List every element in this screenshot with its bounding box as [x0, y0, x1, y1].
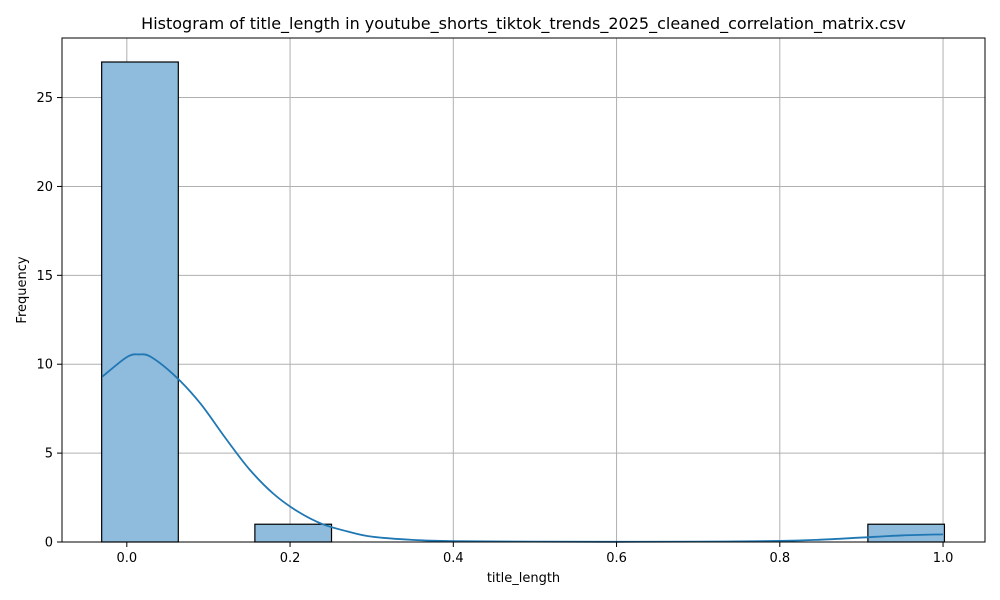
chart-title: Histogram of title_length in youtube_sho…	[141, 14, 906, 34]
histogram-bar	[254, 523, 333, 543]
x-tick-label: 0.8	[769, 551, 790, 566]
y-axis-label: Frequency	[15, 256, 30, 323]
y-tick-label: 20	[36, 180, 53, 195]
histogram-bar	[101, 61, 179, 543]
y-tick-label: 0	[45, 536, 53, 551]
x-tick-label: 0.4	[443, 551, 464, 566]
x-tick-label: 0.0	[116, 551, 137, 566]
y-axis-ticks: 0 5 10 15 20 25	[36, 91, 62, 551]
kde-layer	[101, 353, 944, 543]
x-axis-label: title_length	[487, 571, 560, 586]
bar-layer	[101, 61, 946, 543]
histogram-bar	[867, 523, 946, 543]
y-tick-label: 15	[36, 269, 53, 284]
plot-frame	[61, 37, 986, 543]
x-axis-ticks: 0.0 0.2 0.4 0.6 0.8 1.0	[116, 542, 953, 566]
y-tick-label: 25	[36, 91, 53, 106]
x-tick-label: 0.2	[280, 551, 301, 566]
grid-layer	[62, 38, 985, 543]
x-tick-label: 0.6	[606, 551, 627, 566]
y-tick-label: 5	[45, 447, 53, 462]
x-tick-label: 1.0	[933, 551, 954, 566]
y-tick-label: 10	[36, 358, 53, 373]
kde-line	[101, 353, 944, 543]
